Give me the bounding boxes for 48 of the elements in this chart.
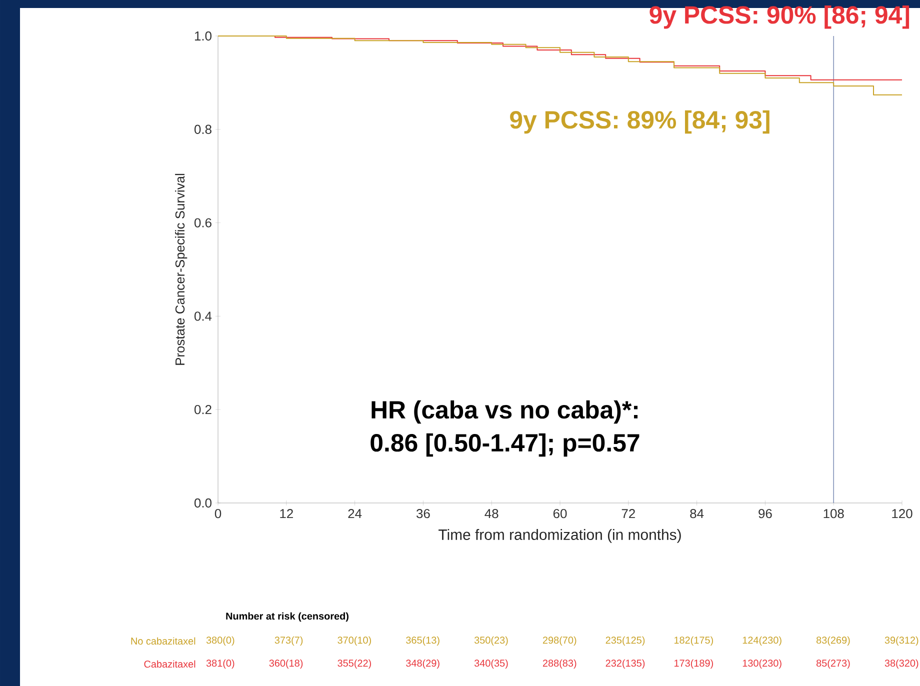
text: 298(70): [542, 636, 576, 646]
text: Number at risk (censored): [226, 612, 348, 622]
y-tick-label: 0.6: [194, 218, 212, 228]
x-tick-label: 84: [690, 509, 704, 518]
text: 373(7): [274, 636, 303, 646]
annotation: 9y PCSS: 89% [84; 93]: [510, 110, 770, 134]
text: 381(0): [206, 659, 234, 669]
text: 340(35): [474, 659, 508, 669]
text: 232(135): [606, 659, 645, 669]
text: 350(23): [474, 636, 508, 646]
text: 85(273): [816, 659, 850, 669]
annotation: HR (caba vs no caba)*:: [372, 400, 638, 424]
y-tick-label: 1.0: [194, 31, 212, 41]
y-tick-label: 0.2: [194, 404, 212, 414]
text: Cabazitaxel: [144, 660, 196, 668]
x-tick-label: 108: [824, 509, 844, 518]
x-tick-label: 24: [348, 509, 362, 518]
text: 360(18): [269, 659, 303, 669]
text: 348(29): [406, 659, 440, 669]
annotation: 0.86 [0.50-1.47]; p=0.57: [370, 433, 640, 457]
text: 39(312): [884, 636, 918, 646]
x-axis-title: Time from randomization (in months): [438, 529, 681, 543]
x-tick-label: 96: [758, 509, 772, 518]
x-tick-label: 36: [416, 509, 430, 518]
y-tick-label: 0.4: [194, 312, 212, 321]
text: 130(230): [742, 659, 782, 669]
text: No cabazitaxel: [131, 637, 196, 645]
x-tick-label: 120: [892, 509, 912, 518]
y-tick-label: 0.8: [194, 124, 212, 134]
x-tick-label: 48: [484, 509, 498, 518]
x-tick-label: 72: [622, 509, 635, 518]
text: 9y PCSS: 90% [86; 94]: [650, 6, 910, 29]
text: 235(125): [606, 636, 645, 646]
text: 38(320): [884, 659, 918, 669]
text: 182(175): [674, 636, 713, 646]
y-tick-label: 0.0: [194, 498, 212, 508]
text: 83(269): [816, 636, 850, 646]
text: 380(0): [206, 636, 234, 646]
text: 370(10): [338, 636, 371, 646]
text: 365(13): [406, 636, 440, 646]
text: 173(189): [674, 659, 713, 669]
y-axis-title: Prostate Cancer-Specific Survival: [175, 174, 188, 365]
x-tick-label: 12: [280, 509, 293, 518]
x-tick-label: 60: [553, 509, 567, 518]
text: 288(83): [542, 659, 576, 669]
text: 355(22): [338, 659, 371, 669]
x-tick-label: 0: [214, 509, 222, 518]
text: 124(230): [742, 636, 782, 646]
